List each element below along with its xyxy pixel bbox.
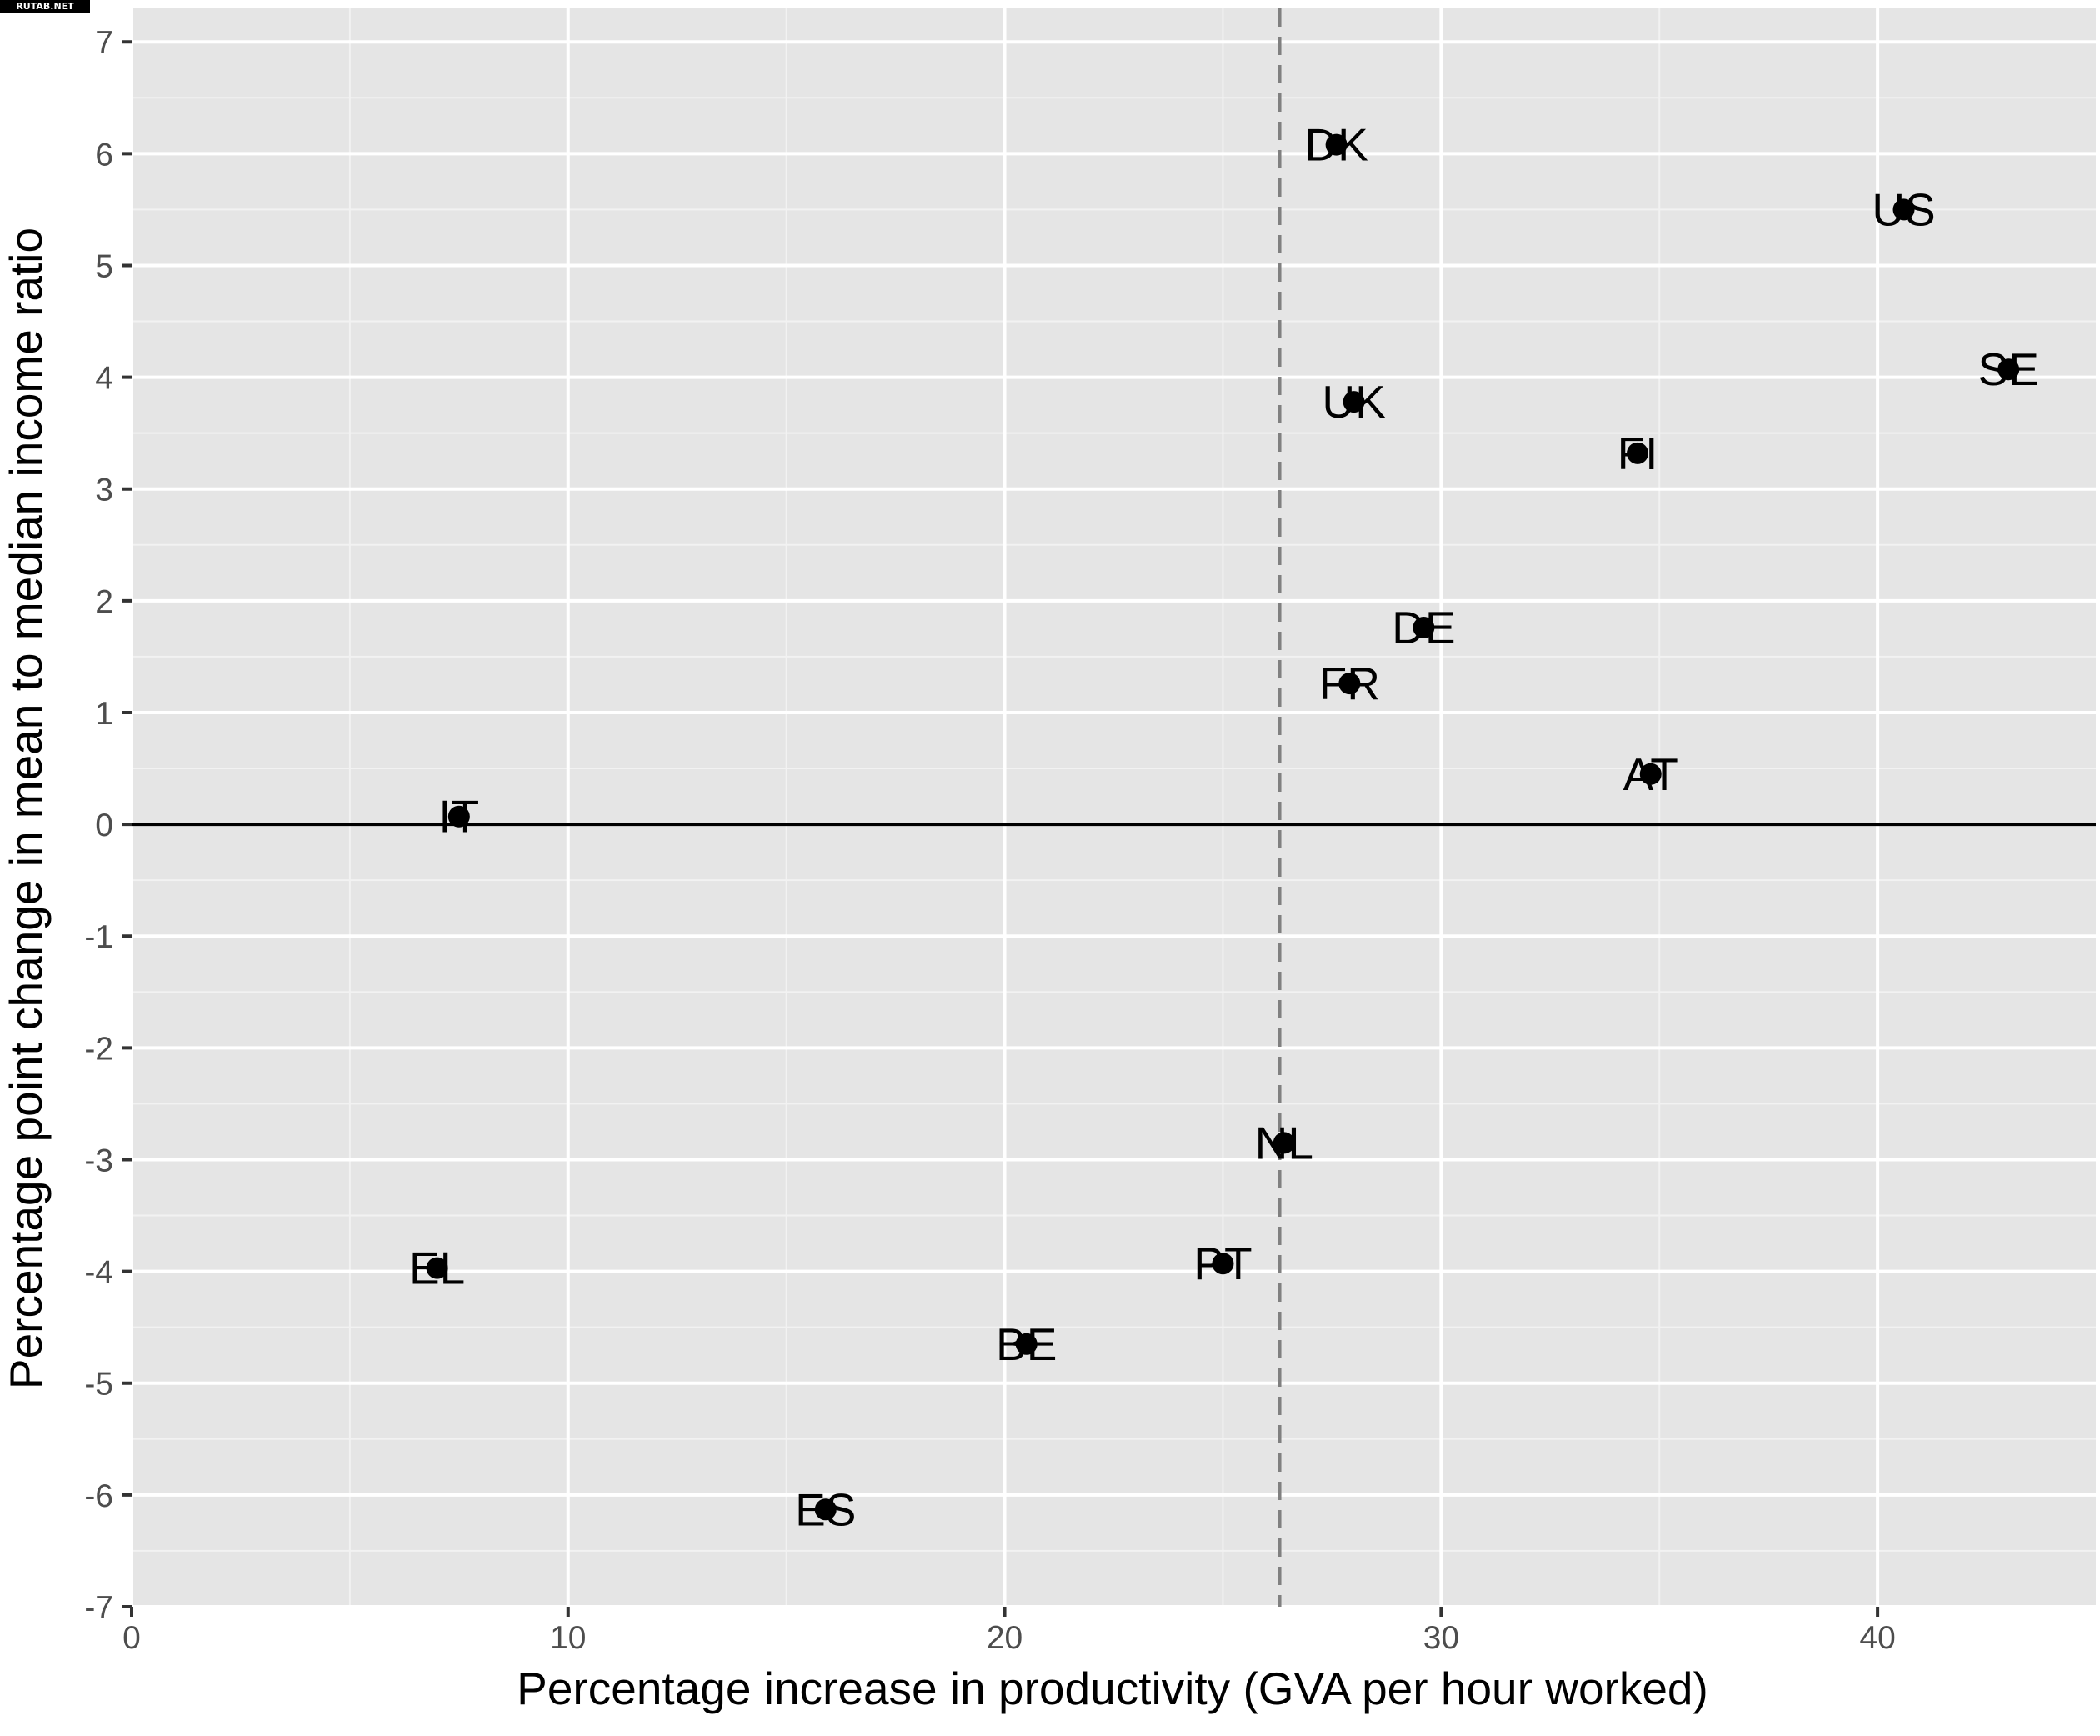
point-label-at: AT (1623, 748, 1678, 800)
data-point-fr (1338, 673, 1361, 695)
point-label-se: SE (1978, 343, 2039, 395)
y-tick-label: 1 (95, 696, 113, 732)
x-tick-label: 0 (122, 1620, 141, 1656)
data-point-nl (1272, 1132, 1295, 1154)
data-point-at (1639, 763, 1662, 785)
y-tick-label: -2 (84, 1031, 113, 1067)
point-label-de: DE (1392, 602, 1455, 653)
plot-panel (132, 8, 2096, 1607)
data-points (426, 133, 2020, 1521)
x-tick-label: 30 (1423, 1620, 1459, 1656)
data-point-fi (1627, 442, 1649, 464)
data-point-el (426, 1257, 448, 1279)
x-axis-title: Percentage increase in productivity (GVA… (517, 1663, 1708, 1714)
data-point-us (1892, 198, 1915, 221)
y-axis: -7 -6 -5 -4 -3 -2 -1 0 1 2 3 4 5 6 7 (84, 25, 132, 1626)
y-tick-label: -7 (84, 1590, 113, 1626)
y-axis-title: Percentage point change in mean to media… (0, 228, 52, 1389)
x-tick-label: 40 (1859, 1620, 1895, 1656)
data-point-it (448, 805, 470, 828)
y-tick-label: -5 (84, 1367, 113, 1403)
data-point-dk (1325, 133, 1348, 156)
x-tick-label: 20 (987, 1620, 1022, 1656)
data-point-pt (1212, 1253, 1234, 1275)
point-label-el: EL (409, 1243, 465, 1294)
y-tick-label: 0 (95, 808, 113, 843)
y-tick-label: 7 (95, 25, 113, 61)
watermark: RUTAB.NET (0, 0, 90, 13)
grid-lines (130, 8, 2096, 1608)
point-label-nl: NL (1255, 1117, 1313, 1168)
y-tick-label: 6 (95, 137, 113, 173)
y-tick-label: -3 (84, 1143, 113, 1178)
point-label-fr: FR (1319, 658, 1380, 709)
point-label-it: IT (438, 791, 479, 843)
panel-background (132, 8, 2096, 1607)
data-point-es (814, 1498, 837, 1521)
y-tick-label: 2 (95, 584, 113, 620)
point-label-be: BE (996, 1318, 1057, 1370)
y-tick-label: -6 (84, 1478, 113, 1514)
y-tick-label: -1 (84, 919, 113, 955)
x-axis: 0 10 20 30 40 (122, 1607, 1896, 1656)
data-point-be (1015, 1333, 1038, 1355)
y-tick-label: 4 (95, 361, 113, 397)
y-tick-label: -4 (84, 1255, 113, 1291)
point-label-uk: UK (1322, 376, 1386, 428)
data-point-se (1998, 358, 2020, 381)
point-label-fi: FI (1618, 428, 1658, 479)
point-label-es: ES (795, 1483, 856, 1535)
y-tick-label: 5 (95, 248, 113, 284)
data-point-uk (1342, 391, 1365, 413)
y-tick-label: 3 (95, 473, 113, 508)
point-label-dk: DK (1304, 119, 1368, 171)
point-label-us: US (1872, 183, 1935, 235)
x-tick-label: 10 (550, 1620, 586, 1656)
data-point-de (1412, 617, 1435, 639)
point-label-pt: PT (1193, 1238, 1252, 1289)
